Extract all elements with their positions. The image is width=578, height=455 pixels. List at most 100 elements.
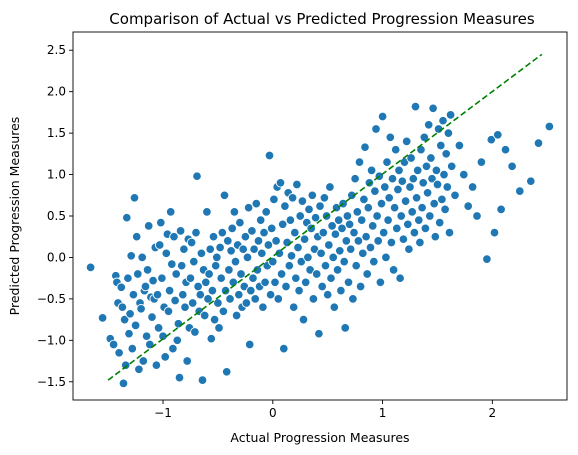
data-point xyxy=(376,198,387,209)
data-point xyxy=(227,223,237,234)
data-point xyxy=(310,212,321,223)
data-point xyxy=(353,236,364,246)
data-point xyxy=(372,211,382,221)
data-point xyxy=(325,182,335,192)
data-point xyxy=(482,254,492,264)
data-point xyxy=(178,289,188,300)
data-point xyxy=(359,194,369,205)
data-point xyxy=(152,289,163,300)
data-point xyxy=(242,252,253,263)
data-point xyxy=(386,237,397,248)
data-point xyxy=(397,176,408,186)
data-point xyxy=(390,144,401,155)
data-point xyxy=(347,190,357,201)
data-point xyxy=(210,260,221,271)
x-tick-label: 0 xyxy=(269,406,277,420)
data-point xyxy=(118,378,129,389)
data-point xyxy=(291,273,301,283)
data-point xyxy=(252,265,263,275)
y-tick-label: 1.5 xyxy=(47,126,66,140)
data-point xyxy=(285,215,296,225)
data-point xyxy=(393,184,403,195)
y-tick-label: −0.5 xyxy=(37,292,66,306)
data-point xyxy=(216,273,226,283)
data-point xyxy=(127,343,138,354)
data-point xyxy=(258,302,268,312)
data-point xyxy=(292,179,302,190)
data-point xyxy=(129,193,140,203)
data-point xyxy=(439,169,449,180)
data-point xyxy=(336,285,346,296)
data-point xyxy=(384,193,394,203)
data-point xyxy=(138,356,149,366)
data-point xyxy=(175,226,186,236)
data-point xyxy=(85,262,96,273)
data-point xyxy=(407,207,417,217)
data-point xyxy=(362,269,372,279)
data-point xyxy=(339,256,349,267)
data-point xyxy=(225,294,235,304)
data-point xyxy=(437,194,447,205)
data-point xyxy=(224,265,234,275)
data-point xyxy=(182,356,192,366)
data-point xyxy=(137,252,147,263)
data-point xyxy=(161,248,172,259)
data-point xyxy=(214,323,224,333)
data-point xyxy=(367,221,378,231)
data-point xyxy=(356,215,367,225)
data-point xyxy=(136,304,146,314)
data-point xyxy=(235,217,245,228)
data-point xyxy=(164,285,175,296)
data-point xyxy=(271,236,281,246)
data-point xyxy=(361,231,371,242)
data-point xyxy=(440,204,450,215)
data-point xyxy=(163,306,174,317)
data-point xyxy=(383,215,393,225)
data-point xyxy=(234,289,244,300)
data-point xyxy=(426,153,436,163)
data-point xyxy=(257,248,267,259)
data-point xyxy=(436,140,446,151)
data-point xyxy=(279,343,289,354)
data-point xyxy=(327,221,337,231)
data-point xyxy=(173,318,184,329)
data-point xyxy=(330,229,341,239)
data-point xyxy=(165,207,176,217)
data-point xyxy=(122,212,132,223)
data-point xyxy=(195,289,206,300)
data-point xyxy=(354,157,365,167)
data-point xyxy=(157,273,167,283)
data-point xyxy=(294,285,304,296)
x-tick-label: 1 xyxy=(379,406,387,420)
data-point xyxy=(304,204,314,215)
data-point xyxy=(371,124,381,134)
y-axis-label: Predicted Progression Measures xyxy=(7,117,22,316)
data-point xyxy=(229,207,240,217)
y-tick-label: −1.0 xyxy=(37,333,66,347)
data-point xyxy=(171,269,181,279)
data-point xyxy=(349,227,359,238)
data-point xyxy=(250,294,260,304)
data-point xyxy=(263,240,274,250)
data-point xyxy=(280,201,290,211)
data-point xyxy=(133,269,143,279)
data-point xyxy=(314,328,324,339)
data-point xyxy=(293,242,303,253)
data-point xyxy=(298,314,309,325)
data-point xyxy=(370,186,380,196)
data-point xyxy=(328,252,338,263)
data-point xyxy=(260,277,270,288)
data-point xyxy=(388,265,399,275)
data-point xyxy=(350,173,360,184)
data-point xyxy=(394,165,404,176)
data-point xyxy=(507,161,517,172)
data-point xyxy=(544,121,555,132)
data-point xyxy=(344,219,355,230)
data-point xyxy=(287,193,298,203)
data-point xyxy=(230,256,241,267)
data-point xyxy=(193,281,203,292)
data-point xyxy=(459,169,469,180)
data-point xyxy=(467,182,478,192)
